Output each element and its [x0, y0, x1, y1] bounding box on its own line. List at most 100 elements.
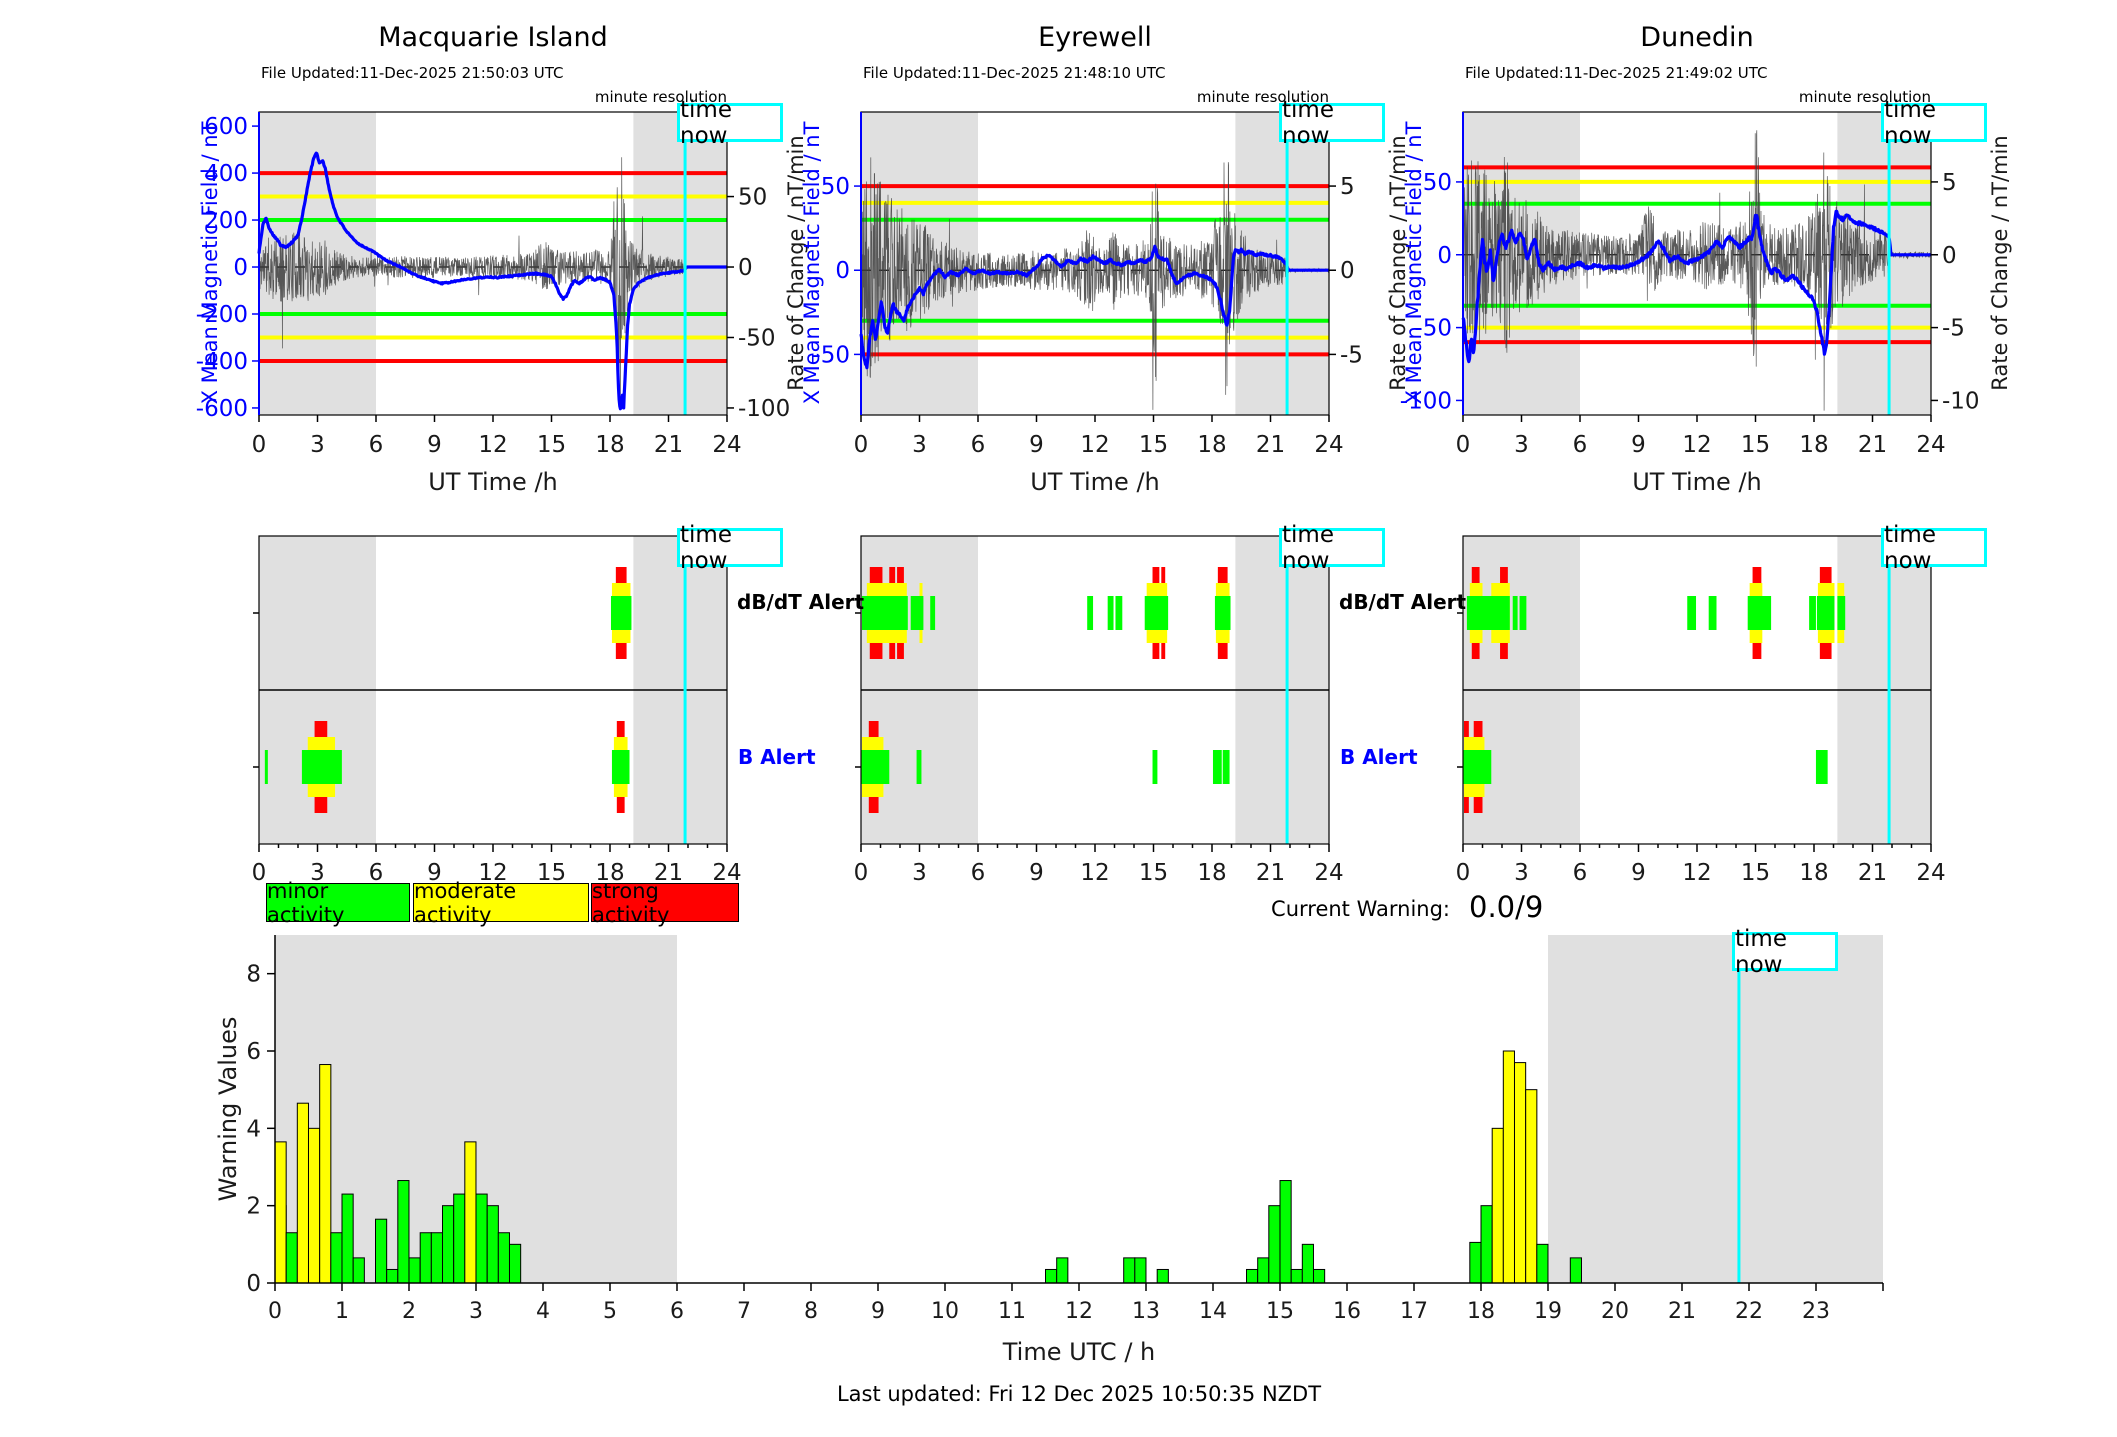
y-tick-label: 8: [246, 962, 261, 988]
x-tick-label: 6: [971, 860, 986, 886]
x-tick-label: 15: [1139, 860, 1168, 886]
x-tick-label: 24: [712, 432, 741, 458]
y-tick-label: 0: [246, 1271, 261, 1297]
warning-bar-yellow: [296, 1102, 309, 1284]
warning-bar-yellow: [1502, 1050, 1515, 1284]
minute-resolution-label: minute resolution: [1798, 88, 1931, 106]
dbdt-alert-green-mark: [1466, 596, 1510, 630]
dbdt-alert-green-mark: [1214, 596, 1231, 630]
b-alert-green-mark: [301, 750, 342, 784]
rate-of-change-noise-line: [258, 157, 728, 400]
x-tick-label: 21: [1256, 432, 1285, 458]
y-left-tick-label: 0: [233, 255, 248, 281]
warning-bar-green: [509, 1243, 522, 1284]
b-alert-green-mark: [1815, 750, 1828, 784]
x-tick-label: 0: [268, 1299, 282, 1324]
x-tick-label: 12: [478, 860, 507, 886]
legend-minor-activity: minor activity: [266, 879, 410, 927]
b-alert-green-mark: [861, 750, 890, 784]
time-now-box: time now: [1279, 97, 1385, 149]
y-left-tick-label: 0: [1437, 243, 1452, 269]
x-tick-label: 1: [335, 1299, 349, 1324]
warning-bar-green: [330, 1232, 343, 1284]
dbdt-alert-label: dB/dT Alert: [737, 590, 865, 614]
x-tick-label: 21: [654, 432, 683, 458]
dbdt-alert-green-mark: [1512, 596, 1518, 630]
x-tick-label: 17: [1400, 1299, 1428, 1324]
y-left-tick-label: -100: [1400, 388, 1452, 414]
y-left-tick-label: 50: [1423, 170, 1452, 196]
warning-bar-green: [1056, 1257, 1069, 1284]
dbdt-alert-green-mark: [610, 596, 632, 630]
x-tick-label: 12: [1080, 432, 1109, 458]
warning-bar-yellow: [319, 1064, 332, 1284]
warning-bar-yellow: [464, 1141, 477, 1284]
station-plot-1: 036912151821246004002000-200-400-6001005…: [196, 111, 790, 458]
warning-bar-yellow: [308, 1127, 321, 1284]
alert-panel-3: 0 3 6 9 12 15 18 21 24: [1456, 535, 1946, 886]
x-tick-label: 3: [310, 432, 325, 458]
warning-bar-green: [497, 1232, 510, 1284]
warning-bar-green: [442, 1205, 455, 1284]
x-tick-label: 6: [1573, 432, 1588, 458]
y-left-axis-label: X Mean Magnetic Field / nT: [198, 121, 222, 405]
x-tick-label: 9: [871, 1299, 885, 1324]
warning-bar-green: [408, 1257, 421, 1284]
x-tick-label: 24: [1916, 432, 1945, 458]
x-tick-label: 3: [1514, 432, 1529, 458]
warning-bar-green: [397, 1180, 410, 1284]
y-left-tick-label: 400: [204, 161, 248, 187]
dbdt-alert-green-mark: [1087, 596, 1094, 630]
warning-bar-green: [1279, 1180, 1292, 1284]
mean-field-line: [257, 151, 729, 411]
warning-bar-green: [1045, 1268, 1058, 1284]
x-tick-label: 21: [1668, 1299, 1696, 1324]
b-alert-green-mark: [1152, 750, 1158, 784]
warning-bar-green: [375, 1218, 388, 1284]
x-tick-label: 9: [1029, 432, 1044, 458]
y-left-axis-label: X Mean Magnetic Field / nT: [1402, 121, 1426, 405]
dbdt-alert-green-mark: [1115, 596, 1123, 630]
warning-bar-green: [486, 1205, 499, 1284]
station-title-eyrewell: Eyrewell: [1038, 22, 1152, 53]
b-alert-label: B Alert: [738, 745, 816, 769]
warning-bar-yellow: [1514, 1062, 1527, 1284]
y-tick-label: 2: [246, 1194, 261, 1220]
warning-bar-green: [1268, 1205, 1281, 1284]
dbdt-alert-green-mark: [1144, 596, 1169, 630]
y-left-tick-label: 200: [204, 208, 248, 234]
x-tick-label: 20: [1601, 1299, 1629, 1324]
file-updated-eyrewell: File Updated:11-Dec-2025 21:48:10 UTC: [863, 64, 1166, 82]
x-tick-label: 2: [402, 1299, 416, 1324]
x-tick-label: 12: [478, 432, 507, 458]
y-right-tick-label: 0: [738, 255, 753, 281]
x-tick-label: 3: [912, 432, 927, 458]
mean-field-line: [1461, 209, 1933, 364]
x-tick-label: 24: [1314, 860, 1343, 886]
y-left-tick-label: -200: [196, 302, 248, 328]
x-tick-label: 6: [670, 1299, 684, 1324]
x-tick-label: 6: [1573, 860, 1588, 886]
x-tick-label: 8: [804, 1299, 818, 1324]
y-right-tick-label: 0: [1942, 243, 1957, 269]
x-tick-label: 15: [1266, 1299, 1294, 1324]
warning-bar-yellow: [1525, 1089, 1538, 1284]
legend-strong-activity: strong activity: [591, 879, 739, 927]
y-tick-label: 6: [246, 1039, 261, 1065]
warning-bar-green: [1313, 1268, 1326, 1284]
x-tick-label: 6: [369, 860, 384, 886]
warning-values-chart: 0 1 2 3 4 5 6 7 8 9 10 11 12 13 14 15 16 17 18 19 20 21 22 2302…: [246, 935, 1884, 1324]
dbdt-alert-green-mark: [1107, 596, 1114, 630]
b-alert-green-mark: [611, 750, 630, 784]
time-now-box: time now: [1279, 522, 1385, 574]
warning-bar-green: [1480, 1205, 1493, 1284]
x-tick-label: 18: [1197, 432, 1226, 458]
dbdt-alert-green-mark: [1519, 596, 1527, 630]
x-tick-label: 3: [1514, 860, 1529, 886]
station-title-dunedin: Dunedin: [1640, 22, 1754, 53]
dbdt-alert-green-mark: [930, 596, 936, 630]
y-left-tick-label: -600: [196, 396, 248, 422]
x-tick-label: 6: [971, 432, 986, 458]
